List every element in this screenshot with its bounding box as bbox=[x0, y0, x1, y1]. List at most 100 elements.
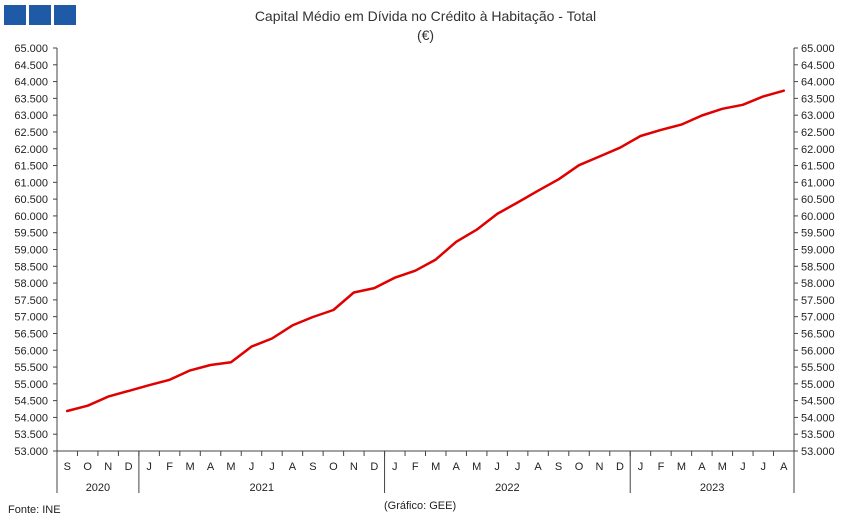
y-tick-label-right: 56.000 bbox=[801, 345, 835, 357]
logo-square bbox=[29, 5, 51, 25]
y-tick-label-left: 65.000 bbox=[14, 43, 48, 55]
chart-subtitle: (€) bbox=[416, 27, 435, 43]
x-tick-label: J bbox=[515, 461, 521, 473]
y-tick-label-right: 61.500 bbox=[801, 161, 835, 173]
y-tick-label-left: 61.000 bbox=[14, 177, 48, 189]
year-label: 2023 bbox=[700, 482, 724, 494]
y-tick-label-left: 58.500 bbox=[14, 261, 48, 273]
y-tick-label-right: 55.500 bbox=[801, 362, 835, 374]
y-tick-label-right: 65.000 bbox=[801, 43, 835, 55]
y-tick-label-right: 55.000 bbox=[801, 379, 835, 391]
y-tick-label-left: 62.500 bbox=[14, 127, 48, 139]
y-tick-label-right: 57.000 bbox=[801, 312, 835, 324]
ine-logo bbox=[4, 5, 76, 25]
x-tick-label: A bbox=[289, 461, 297, 473]
x-tick-label: A bbox=[780, 461, 788, 473]
x-tick-label: N bbox=[350, 461, 358, 473]
y-tick-label-left: 60.500 bbox=[14, 194, 48, 206]
x-tick-label: J bbox=[146, 461, 152, 473]
y-tick-label-right: 59.500 bbox=[801, 228, 835, 240]
y-tick-label-left: 64.500 bbox=[14, 60, 48, 72]
y-tick-label-right: 58.500 bbox=[801, 261, 835, 273]
x-tick-label: A bbox=[207, 461, 215, 473]
x-tick-label: N bbox=[596, 461, 604, 473]
y-tick-label-right: 63.000 bbox=[801, 110, 835, 122]
y-tick-label-left: 62.000 bbox=[14, 144, 48, 156]
x-tick-label: O bbox=[575, 461, 584, 473]
x-tick-label: F bbox=[412, 461, 419, 473]
x-tick-label: J bbox=[269, 461, 275, 473]
y-tick-label-left: 55.000 bbox=[14, 379, 48, 391]
y-tick-label-left: 56.000 bbox=[14, 345, 48, 357]
series-line bbox=[65, 89, 786, 413]
y-tick-label-right: 54.500 bbox=[801, 396, 835, 408]
y-tick-label-right: 53.000 bbox=[801, 446, 835, 458]
x-tick-label: M bbox=[718, 461, 727, 473]
x-tick-label: M bbox=[226, 461, 235, 473]
y-tick-label-left: 55.500 bbox=[14, 362, 48, 374]
x-tick-label: D bbox=[370, 461, 378, 473]
x-tick-label: O bbox=[329, 461, 338, 473]
y-tick-label-left: 60.000 bbox=[14, 211, 48, 223]
x-tick-label: A bbox=[453, 461, 461, 473]
x-tick-label: J bbox=[740, 461, 746, 473]
x-tick-label: S bbox=[309, 461, 316, 473]
y-tick-label-right: 64.000 bbox=[801, 77, 835, 89]
x-tick-label: J bbox=[249, 461, 255, 473]
chart-credit: (Gráfico: GEE) bbox=[384, 500, 457, 512]
y-tick-label-left: 59.500 bbox=[14, 228, 48, 240]
y-tick-label-right: 56.500 bbox=[801, 328, 835, 340]
y-tick-label-right: 54.000 bbox=[801, 412, 835, 424]
y-tick-label-right: 61.000 bbox=[801, 177, 835, 189]
x-tick-label: J bbox=[761, 461, 767, 473]
year-label: 2022 bbox=[495, 482, 519, 494]
logo-square bbox=[4, 5, 26, 25]
x-tick-label: S bbox=[555, 461, 562, 473]
y-tick-label-left: 57.500 bbox=[14, 295, 48, 307]
y-tick-label-right: 62.500 bbox=[801, 127, 835, 139]
y-tick-label-left: 58.000 bbox=[14, 278, 48, 290]
year-label: 2021 bbox=[249, 482, 273, 494]
x-tick-label: J bbox=[638, 461, 644, 473]
y-tick-label-right: 63.500 bbox=[801, 93, 835, 105]
x-tick-label: S bbox=[64, 461, 71, 473]
y-tick-label-left: 63.500 bbox=[14, 93, 48, 105]
x-tick-label: A bbox=[698, 461, 706, 473]
source-note: Fonte: INE bbox=[8, 504, 61, 516]
y-tick-label-right: 57.500 bbox=[801, 295, 835, 307]
y-tick-label-left: 53.500 bbox=[14, 429, 48, 441]
y-tick-label-right: 59.000 bbox=[801, 245, 835, 257]
y-tick-label-right: 62.000 bbox=[801, 144, 835, 156]
x-tick-label: J bbox=[494, 461, 500, 473]
x-tick-label: M bbox=[185, 461, 194, 473]
y-tick-label-left: 53.000 bbox=[14, 446, 48, 458]
x-tick-label: A bbox=[534, 461, 542, 473]
x-tick-label: M bbox=[677, 461, 686, 473]
x-tick-label: F bbox=[658, 461, 665, 473]
x-tick-label: D bbox=[125, 461, 133, 473]
x-tick-label: O bbox=[83, 461, 92, 473]
y-tick-label-left: 64.000 bbox=[14, 77, 48, 89]
logo-square bbox=[54, 5, 76, 25]
year-label: 2020 bbox=[86, 482, 110, 494]
y-tick-label-left: 56.500 bbox=[14, 328, 48, 340]
y-tick-label-right: 60.000 bbox=[801, 211, 835, 223]
y-tick-label-left: 63.000 bbox=[14, 110, 48, 122]
x-tick-label: M bbox=[431, 461, 440, 473]
y-tick-label-left: 61.500 bbox=[14, 161, 48, 173]
x-tick-label: N bbox=[104, 461, 112, 473]
x-tick-label: J bbox=[392, 461, 398, 473]
chart-title: Capital Médio em Dívida no Crédito à Hab… bbox=[254, 8, 597, 24]
y-tick-label-right: 64.500 bbox=[801, 60, 835, 72]
y-tick-label-right: 60.500 bbox=[801, 194, 835, 206]
y-tick-label-left: 57.000 bbox=[14, 312, 48, 324]
y-tick-label-left: 54.000 bbox=[14, 412, 48, 424]
x-tick-label: F bbox=[166, 461, 173, 473]
y-tick-label-right: 58.000 bbox=[801, 278, 835, 290]
x-tick-label: M bbox=[472, 461, 481, 473]
y-tick-label-right: 53.500 bbox=[801, 429, 835, 441]
y-tick-label-left: 59.000 bbox=[14, 245, 48, 257]
y-tick-label-left: 54.500 bbox=[14, 396, 48, 408]
x-tick-label: D bbox=[616, 461, 624, 473]
